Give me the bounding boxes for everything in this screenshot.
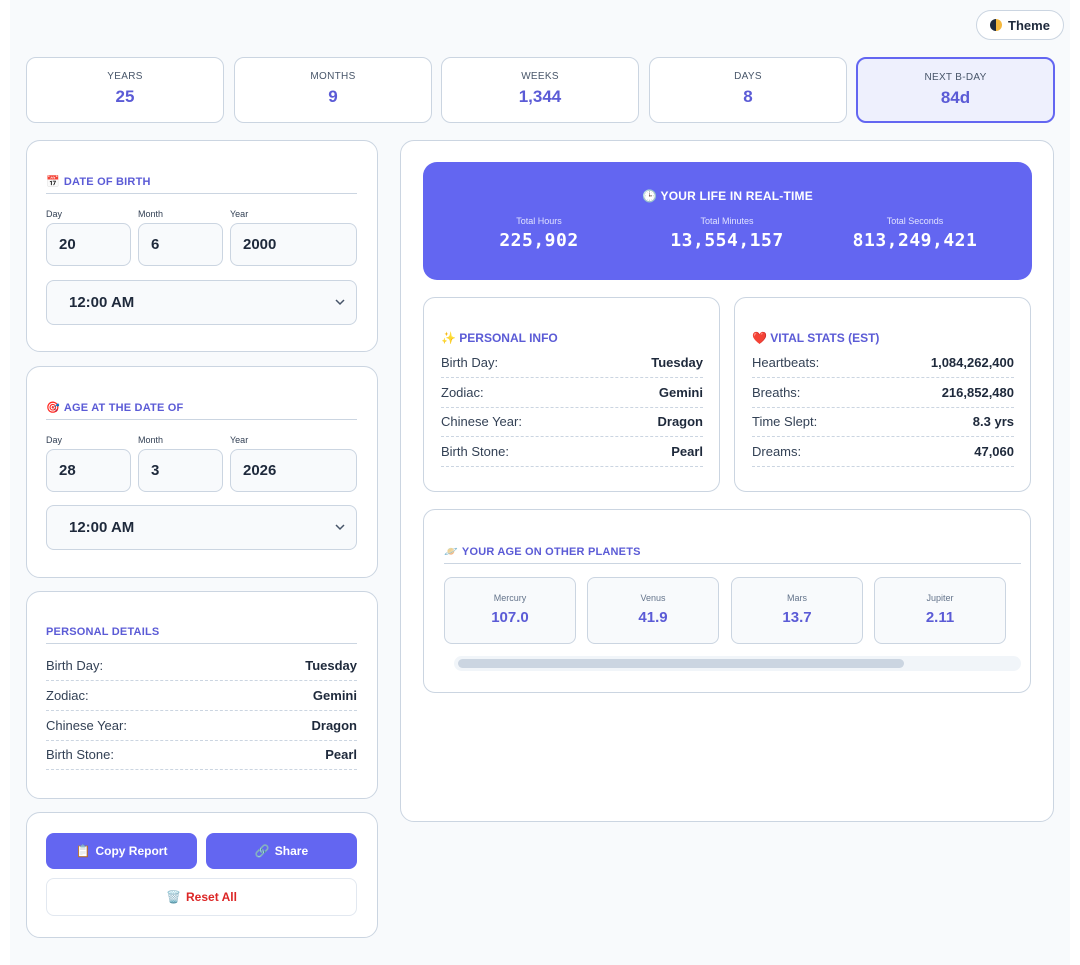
age-at-title: 🎯 AGE AT THE DATE OF [46,401,357,420]
chevron-down-icon [335,299,345,306]
trash-icon: 🗑️ [166,890,182,904]
vital-stats-card [734,297,1031,492]
share-button[interactable]: 🔗 Share [206,833,357,869]
list-item: Zodiac: Gemini [441,378,703,408]
age-at-year-label: Year [230,435,249,445]
sparkles-icon: ✨ [441,331,456,345]
list-item: Birth Stone: Pearl [441,437,703,467]
age-at-day-input[interactable]: 28 [46,449,131,492]
age-at-time-value: 12:00 AM [69,519,135,536]
list-item: Birth Day: Tuesday [441,348,703,378]
dob-month-input[interactable]: 6 [138,223,223,266]
vital-stats-title: ❤️ VITAL STATS (EST) [752,331,880,345]
calendar-icon: 📅 [46,176,60,188]
chevron-down-icon [335,524,345,531]
age-at-day-label: Day [46,435,63,445]
stat-label: MONTHS [310,71,356,82]
dob-time-select[interactable]: 12:00 AM [46,280,357,325]
realtime-banner: 🕒 YOUR LIFE IN REAL-TIME Total Hours 225… [423,162,1032,280]
stat-days: DAYS 8 [649,57,847,123]
dob-month-label: Month [138,209,164,219]
stat-value: 25 [115,87,135,106]
copy-report-button[interactable]: 📋 Copy Report [46,833,197,869]
list-item: Birth Stone: Pearl [46,740,357,770]
stat-value: 8 [743,87,753,106]
stat-next-birthday: NEXT B-DAY 84d [856,57,1055,123]
list-item: Zodiac: Gemini [46,681,357,711]
planets-title: 🪐 YOUR AGE ON OTHER PLANETS [444,545,1021,564]
personal-info-title: ✨ PERSONAL INFO [441,331,558,345]
theme-toggle-button[interactable]: Theme [976,10,1064,40]
list-item: Time Slept: 8.3 yrs [752,407,1014,437]
stat-years: YEARS 25 [26,57,224,123]
dob-time-value: 12:00 AM [69,294,135,311]
stat-label: WEEKS [521,71,559,82]
stat-label: NEXT B-DAY [924,72,987,83]
dob-year-label: Year [230,209,249,219]
stat-value: 9 [328,87,338,106]
list-item: Heartbeats: 1,084,262,400 [752,348,1014,378]
scrollbar-thumb[interactable] [458,659,904,668]
dob-day-input[interactable]: 20 [46,223,131,266]
age-at-year-input[interactable]: 2026 [230,449,357,492]
link-icon: 🔗 [254,844,270,858]
theme-label: Theme [1008,17,1050,33]
personal-info-card [423,297,720,492]
planet-jupiter: Jupiter 2.11 [874,577,1006,644]
age-at-time-select[interactable]: 12:00 AM [46,505,357,550]
planet-mercury: Mercury 107.0 [444,577,576,644]
ringed-planet-icon: 🪐 [444,546,458,558]
clipboard-icon: 📋 [75,844,91,858]
stat-months: MONTHS 9 [234,57,432,123]
stat-label: YEARS [107,71,143,82]
app-root: Theme YEARS 25 MONTHS 9 WEEKS 1,344 DAYS… [10,0,1070,965]
planet-venus: Venus 41.9 [587,577,719,644]
target-icon: 🎯 [46,402,60,414]
list-item: Chinese Year: Dragon [46,711,357,741]
stat-weeks: WEEKS 1,344 [441,57,639,123]
planet-mars: Mars 13.7 [731,577,863,644]
list-item: Chinese Year: Dragon [441,407,703,437]
dob-day-label: Day [46,209,63,219]
age-at-month-input[interactable]: 3 [138,449,223,492]
planets-scrollbar[interactable] [454,656,1021,671]
dob-year-input[interactable]: 2000 [230,223,357,266]
date-of-birth-title: 📅 DATE OF BIRTH [46,175,357,194]
stat-value: 1,344 [518,87,562,106]
total-seconds: Total Seconds 813,249,421 [852,216,978,251]
stat-value: 84d [940,88,971,107]
stat-label: DAYS [734,71,762,82]
list-item: Breaths: 216,852,480 [752,378,1014,408]
total-minutes: Total Minutes 13,554,157 [670,216,784,251]
actions-card [26,812,378,938]
personal-details-title: PERSONAL DETAILS [46,626,357,644]
realtime-title: 🕒 YOUR LIFE IN REAL-TIME [642,189,813,203]
half-moon-icon [990,19,1003,31]
total-hours: Total Hours 225,902 [499,216,579,251]
list-item: Birth Day: Tuesday [46,651,357,681]
reset-all-button[interactable]: 🗑️ Reset All [46,878,357,916]
heart-icon: ❤️ [752,331,767,345]
clock-icon: 🕒 [642,189,658,203]
age-at-month-label: Month [138,435,164,445]
list-item: Dreams: 47,060 [752,437,1014,467]
personal-details-card [26,591,378,799]
